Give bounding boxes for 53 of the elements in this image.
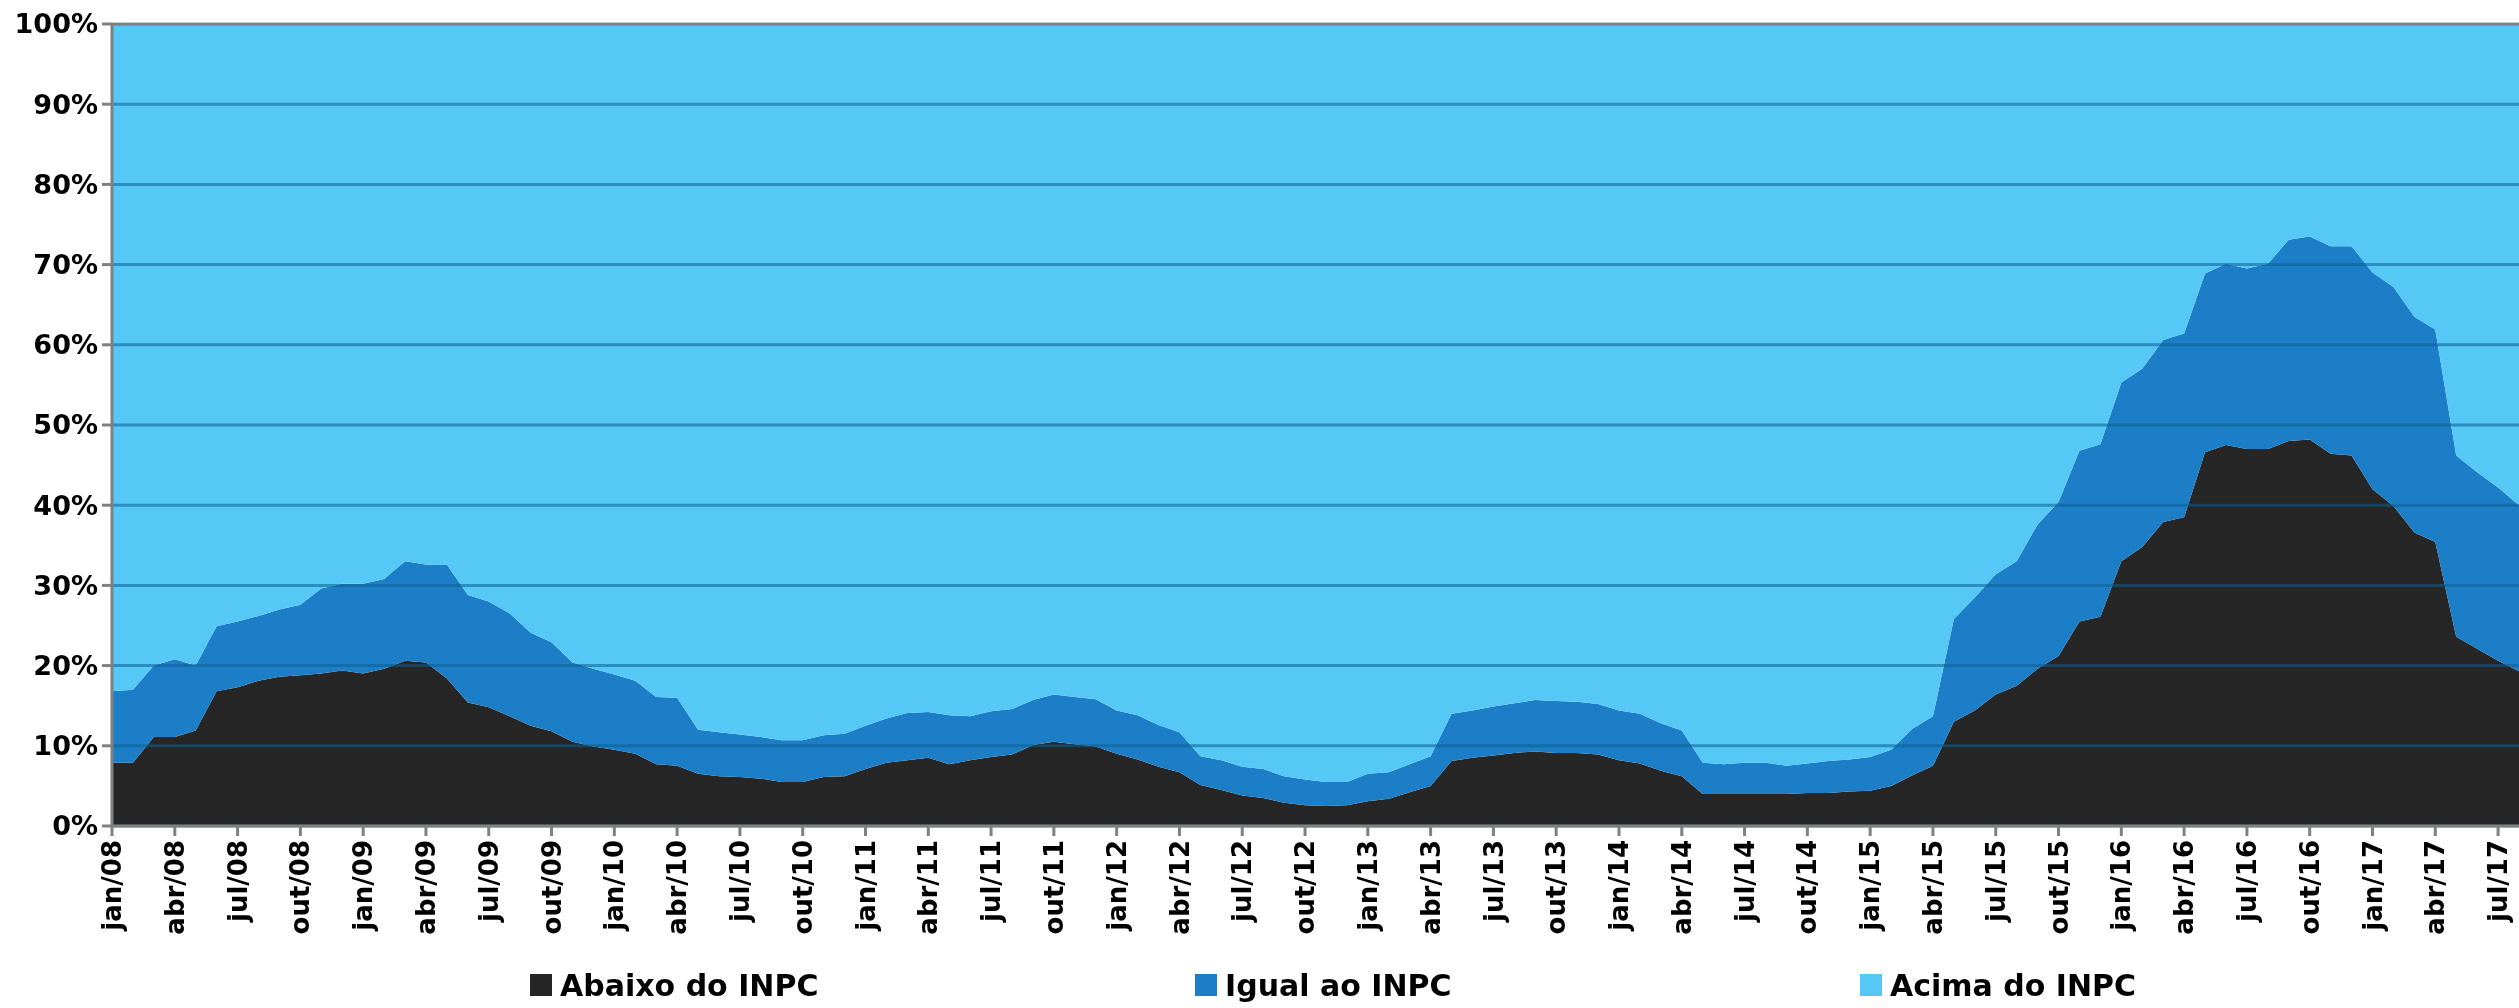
x-tick-label: out/08 bbox=[285, 840, 316, 935]
y-tick-label: 90% bbox=[33, 88, 98, 120]
x-tick-label: out/16 bbox=[2294, 840, 2325, 935]
y-tick-label: 50% bbox=[33, 409, 98, 441]
x-tick-label: jul/14 bbox=[1729, 840, 1760, 924]
x-tick-label: out/14 bbox=[1792, 840, 1823, 935]
x-tick-label: jan/16 bbox=[2106, 840, 2137, 932]
x-tick-label: jan/08 bbox=[97, 840, 128, 932]
legend-label: Igual ao INPC bbox=[1225, 967, 1452, 1003]
x-tick-label: abr/15 bbox=[1918, 840, 1949, 935]
x-tick-label: jan/13 bbox=[1352, 840, 1383, 932]
x-tick-label: abr/16 bbox=[2169, 840, 2200, 935]
x-tick-label: jul/17 bbox=[2483, 840, 2514, 924]
y-tick-label: 10% bbox=[33, 730, 98, 762]
x-tick-label: jan/17 bbox=[2357, 840, 2388, 932]
x-tick-label: abr/08 bbox=[159, 840, 190, 935]
x-tick-label: abr/11 bbox=[913, 840, 944, 935]
x-tick-label: out/09 bbox=[536, 840, 567, 935]
x-tick-label: jul/15 bbox=[1980, 840, 2011, 924]
x-tick-label: jan/12 bbox=[1101, 840, 1132, 932]
x-tick-label: abr/14 bbox=[1666, 840, 1697, 935]
x-tick-label: jan/09 bbox=[348, 840, 379, 932]
y-tick-label: 70% bbox=[33, 249, 98, 281]
x-tick-label: jan/14 bbox=[1604, 840, 1635, 932]
y-tick-label: 100% bbox=[14, 8, 98, 40]
x-tick-label: abr/17 bbox=[2420, 840, 2451, 935]
x-tick-label: out/13 bbox=[1541, 840, 1572, 935]
x-tick-label: abr/13 bbox=[1415, 840, 1446, 935]
x-tick-label: jan/15 bbox=[1855, 840, 1886, 932]
x-tick-label: jul/13 bbox=[1478, 840, 1509, 924]
x-tick-label: jan/11 bbox=[850, 840, 881, 932]
x-tick-label: jul/16 bbox=[2232, 840, 2262, 924]
x-tick-label: jul/08 bbox=[222, 840, 253, 924]
x-tick-label: jul/09 bbox=[473, 840, 504, 924]
x-tick-label: abr/09 bbox=[411, 840, 442, 935]
y-tick-label: 20% bbox=[33, 650, 98, 682]
x-tick-label: jan/10 bbox=[599, 840, 630, 932]
x-tick-label: jul/10 bbox=[725, 840, 756, 924]
x-tick-label: out/12 bbox=[1290, 840, 1321, 935]
x-tick-label: out/11 bbox=[1038, 840, 1069, 935]
y-tick-label: 60% bbox=[33, 329, 98, 361]
legend-label: Abaixo do INPC bbox=[560, 967, 819, 1003]
x-tick-label: abr/10 bbox=[662, 840, 693, 935]
y-tick-label: 30% bbox=[33, 569, 98, 601]
x-tick-label: jul/12 bbox=[1227, 840, 1258, 924]
y-tick-label: 40% bbox=[33, 489, 98, 521]
x-tick-label: out/15 bbox=[2043, 840, 2074, 935]
x-tick-label: out/10 bbox=[787, 840, 818, 935]
x-tick-label: abr/12 bbox=[1164, 840, 1195, 935]
y-tick-label: 80% bbox=[33, 168, 98, 200]
legend-label: Acima do INPC bbox=[1890, 967, 2137, 1003]
y-tick-label: 0% bbox=[52, 810, 98, 842]
x-tick-label: jul/11 bbox=[976, 840, 1007, 924]
